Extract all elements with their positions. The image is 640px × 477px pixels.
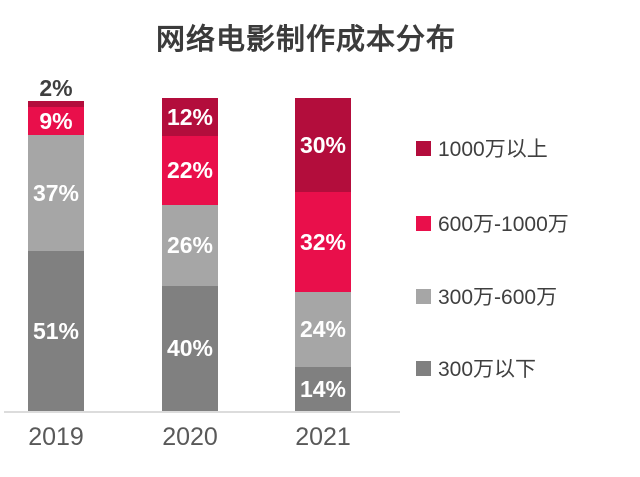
- x-axis-tick-label: 2019: [28, 423, 84, 451]
- chart-title: 网络电影制作成本分布: [155, 24, 456, 56]
- legend-swatch-icon: [416, 215, 431, 231]
- bar-segment: [28, 101, 84, 107]
- bar-segment: 37%: [28, 135, 84, 251]
- data-label-outside: 2%: [39, 75, 73, 101]
- legend-item: 300万以下: [416, 357, 536, 381]
- bar-segment: 12%: [162, 98, 218, 136]
- x-axis-line: [4, 411, 400, 413]
- bar-segment: 22%: [162, 136, 218, 205]
- bar-segment: 26%: [162, 205, 218, 286]
- legend: 1000万以上 600万-1000万 300万-600万 300万以下: [416, 0, 640, 477]
- legend-item: 600万-1000万: [416, 212, 569, 236]
- legend-swatch-icon: [416, 360, 431, 376]
- legend-swatch-icon: [416, 140, 431, 156]
- plot-area: 51% 37% 9% 2% 2019 40% 26% 22% 12% 2020 14% 24% 32% 3…: [4, 75, 400, 451]
- legend-item: 300万-600万: [416, 285, 557, 309]
- bar-segment: 14%: [295, 367, 351, 411]
- bar-segment: 32%: [295, 192, 351, 292]
- legend-item: 1000万以上: [416, 137, 548, 161]
- legend-swatch-icon: [416, 288, 431, 304]
- bar-segment: 24%: [295, 292, 351, 367]
- x-axis-tick-label: 2020: [162, 423, 218, 451]
- x-axis-tick-label: 2021: [295, 423, 351, 451]
- legend-label: 600万-1000万: [438, 213, 569, 236]
- bar-segment: 40%: [162, 286, 218, 411]
- legend-label: 300万-600万: [438, 286, 558, 309]
- bar-segment: 51%: [28, 251, 84, 411]
- bar-segment: 30%: [295, 98, 351, 192]
- legend-label: 300万以下: [438, 358, 537, 381]
- bar-segment: 9%: [28, 107, 84, 135]
- legend-label: 1000万以上: [438, 138, 548, 161]
